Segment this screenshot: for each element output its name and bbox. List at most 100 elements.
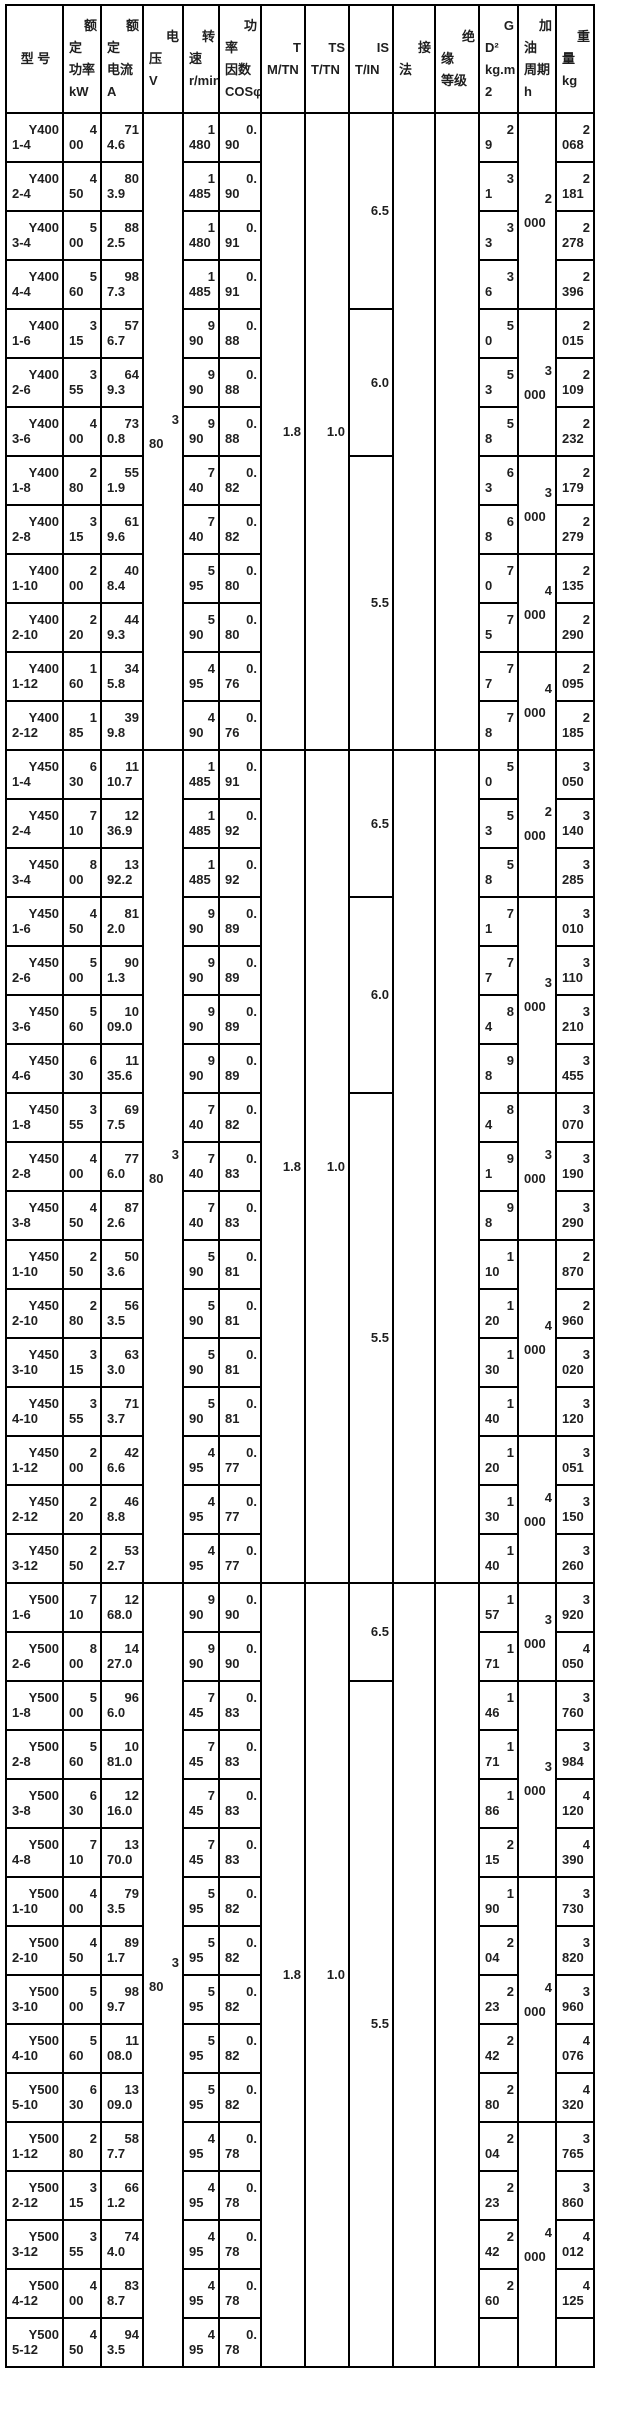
cell-model: Y400 1-12: [5, 651, 64, 702]
cell-model: Y500 5-10: [5, 2072, 64, 2123]
cell-rated-current-a: 94 3.5: [100, 2317, 144, 2368]
spec-row-Y4002-12: Y400 2-12 1 85 39 9.8 4 90 0. 76 7 8 2 185: [5, 700, 595, 751]
cell-speed-rpm: 1 480: [182, 112, 220, 163]
cell-oil-interval-h: 3 000: [517, 1680, 557, 1878]
cell-rated-power-kw: 2 80: [62, 1288, 102, 1339]
cell-oil-interval-h: 2 000: [517, 112, 557, 310]
cell-rated-current-a: 66 1.2: [100, 2170, 144, 2221]
cell-speed-rpm: 9 90: [182, 1582, 220, 1633]
cell-power-factor-cos: 0. 78: [218, 2170, 262, 2221]
cell-rated-power-kw: 6 30: [62, 2072, 102, 2123]
cell-speed-rpm: 4 90: [182, 700, 220, 751]
spec-row-Y5001-6: Y500 1-6 7 10 12 68.0 3 80 9 90 0. 90 1.8 1.0 6.5 1 57 3 0…: [5, 1582, 595, 2368]
cell-gd2: 2 15: [478, 1827, 519, 1878]
cell-rated-current-a: 14 27.0: [100, 1631, 144, 1682]
header-model: 型 号: [5, 4, 64, 114]
cell-weight-kg: 3 285: [555, 847, 595, 898]
cell-gd2: 1 10: [478, 1239, 519, 1290]
cell-rated-current-a: 11 10.7: [100, 749, 144, 800]
cell-weight-kg: 3 730: [555, 1876, 595, 1927]
cell-speed-rpm: 7 45: [182, 1827, 220, 1878]
cell-power-factor-cos: 0. 81: [218, 1288, 262, 1339]
cell-weight-kg: 3 050: [555, 749, 595, 800]
cell-model: Y400 2-12: [5, 700, 64, 751]
cell-rated-current-a: 64 9.3: [100, 357, 144, 408]
cell-model: Y400 2-6: [5, 357, 64, 408]
cell-weight-kg: 3 190: [555, 1141, 595, 1192]
cell-rated-current-a: 53 2.7: [100, 1533, 144, 1584]
cell-power-factor-cos: 0. 82: [218, 1925, 262, 1976]
cell-rated-power-kw: 3 15: [62, 308, 102, 359]
cell-speed-rpm: 5 90: [182, 1337, 220, 1388]
cell-speed-rpm: 9 90: [182, 308, 220, 359]
cell-rated-current-a: 98 7.3: [100, 259, 144, 310]
cell-t-mtn: 1.8: [260, 749, 306, 1584]
cell-voltage-v: 3 80: [142, 112, 184, 751]
cell-power-factor-cos: 0. 89: [218, 896, 262, 947]
cell-weight-kg: 3 070: [555, 1092, 595, 1143]
cell-gd2: 1 71: [478, 1729, 519, 1780]
cell-speed-rpm: 9 90: [182, 896, 220, 947]
cell-power-factor-cos: 0. 91: [218, 749, 262, 800]
cell-power-factor-cos: 0. 82: [218, 2023, 262, 2074]
cell-model: Y450 3-8: [5, 1190, 64, 1241]
cell-rated-current-a: 42 6.6: [100, 1435, 144, 1486]
cell-speed-rpm: 7 40: [182, 455, 220, 506]
cell-power-factor-cos: 0. 77: [218, 1484, 262, 1535]
spec-row-Y4501-4: Y450 1-4 6 30 11 10.7 3 80 1 485 0. 91 1.8 1.0 6.5 5 0 2 0…: [5, 749, 595, 1584]
cell-connection: [392, 749, 436, 1584]
cell-speed-rpm: 7 45: [182, 1778, 220, 1829]
cell-rated-power-kw: 2 80: [62, 455, 102, 506]
cell-rated-power-kw: 2 50: [62, 1533, 102, 1584]
cell-speed-rpm: 4 95: [182, 2170, 220, 2221]
cell-model: Y400 1-8: [5, 455, 64, 506]
cell-rated-current-a: 50 3.6: [100, 1239, 144, 1290]
cell-speed-rpm: 4 95: [182, 1533, 220, 1584]
cell-model: Y400 2-8: [5, 504, 64, 555]
cell-speed-rpm: 7 40: [182, 504, 220, 555]
cell-rated-current-a: 58 7.7: [100, 2121, 144, 2172]
cell-gd2: 1 20: [478, 1435, 519, 1486]
cell-weight-kg: 2 396: [555, 259, 595, 310]
cell-rated-power-kw: 4 50: [62, 1190, 102, 1241]
cell-speed-rpm: 7 40: [182, 1092, 220, 1143]
cell-model: Y500 4-12: [5, 2268, 64, 2319]
cell-rated-current-a: 77 6.0: [100, 1141, 144, 1192]
cell-rated-power-kw: 4 50: [62, 2317, 102, 2368]
cell-weight-kg: 3 010: [555, 896, 595, 947]
cell-power-factor-cos: 0. 88: [218, 308, 262, 359]
cell-speed-rpm: 4 95: [182, 1435, 220, 1486]
spec-row-Y5003-12: Y500 3-12 3 55 74 4.0 4 95 0. 78 2 42 4 012: [5, 2219, 595, 2270]
cell-rated-power-kw: 5 00: [62, 210, 102, 261]
cell-speed-rpm: 4 95: [182, 2121, 220, 2172]
cell-gd2: 1 86: [478, 1778, 519, 1829]
cell-weight-kg: 2 109: [555, 357, 595, 408]
cell-weight-kg: 4 120: [555, 1778, 595, 1829]
cell-speed-rpm: 1 480: [182, 210, 220, 261]
spec-row-Y5003-10: Y500 3-10 5 00 98 9.7 5 95 0. 82 2 23 3 960: [5, 1974, 595, 2025]
cell-model: Y400 2-10: [5, 602, 64, 653]
cell-power-factor-cos: 0. 83: [218, 1778, 262, 1829]
cell-rated-power-kw: 4 00: [62, 1141, 102, 1192]
cell-t-mtn: 1.8: [260, 112, 306, 751]
cell-rated-current-a: 96 6.0: [100, 1680, 144, 1731]
cell-gd2: 2 04: [478, 2121, 519, 2172]
cell-speed-rpm: 9 90: [182, 1631, 220, 1682]
cell-rated-current-a: 13 09.0: [100, 2072, 144, 2123]
cell-model: Y400 1-4: [5, 112, 64, 163]
cell-rated-current-a: 10 81.0: [100, 1729, 144, 1780]
header-row: 型 号额定功率 kW 额定电流 A 电压 V 转速 r/min 功率因数 COSφ T M/TN TS T…: [5, 4, 595, 114]
cell-speed-rpm: 5 90: [182, 602, 220, 653]
cell-speed-rpm: 9 90: [182, 945, 220, 996]
cell-rated-power-kw: 3 55: [62, 1386, 102, 1437]
cell-rated-current-a: 13 70.0: [100, 1827, 144, 1878]
cell-power-factor-cos: 0. 92: [218, 798, 262, 849]
cell-model: Y450 2-6: [5, 945, 64, 996]
